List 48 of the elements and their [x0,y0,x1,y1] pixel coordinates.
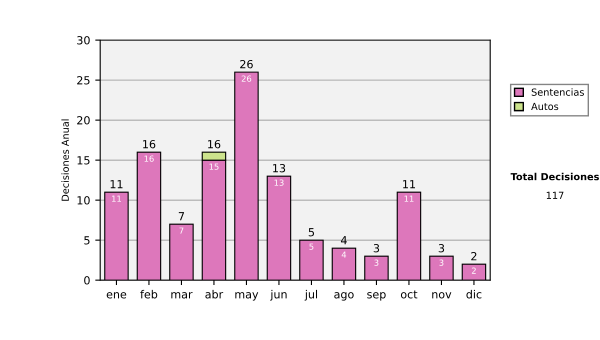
total-label: 5 [308,228,314,236]
x-tick-label: abr [205,290,224,298]
data-label: 11 [404,196,414,202]
total-label: 2 [471,252,476,260]
total-label: 4 [340,236,347,244]
y-tick-label: 5 [84,236,90,245]
total-label: 26 [240,60,253,68]
y-tick-label: 15 [78,156,90,165]
x-tick-label: sep [367,292,386,301]
data-label: 16 [144,155,154,162]
x-tick-label: may [235,292,258,301]
x-tick-label: dic [466,290,482,298]
data-label: 7 [179,228,184,234]
y-tick-label: 20 [77,116,90,125]
y-tick-label: 0 [84,276,90,285]
y-tick-label: 25 [77,76,90,85]
data-label: 15 [210,164,219,170]
legend-label: Autos [531,102,558,110]
x-tick-label: jul [304,290,318,301]
total-label: 16 [143,140,156,148]
data-label: 11 [112,196,121,202]
data-label: 26 [242,75,252,82]
x-tick-label: jun [270,290,287,301]
data-label: 2 [472,268,476,274]
y-axis-title: Decisiones Anual [61,119,69,201]
total-label: 11 [403,180,415,188]
data-label: 4 [342,252,346,258]
data-label: 3 [374,260,378,266]
total-label: 7 [178,212,184,220]
total-label: 3 [374,244,380,252]
total-label: 11 [110,180,122,188]
x-tick-label: feb [140,290,158,298]
data-label: 5 [309,244,314,250]
total-label: 3 [438,244,444,252]
text: Total Decisiones [510,172,599,180]
x-tick-label: oct [400,290,418,298]
data-label: 3 [439,260,444,266]
legend-label: Sentencias [532,88,584,96]
total-label: 16 [208,140,220,148]
y-tick-label: 30 [77,36,90,44]
x-tick-label: ene [106,292,126,298]
total-label: 13 [273,164,286,172]
data-label: 13 [274,179,284,186]
x-tick-label: nov [432,292,452,298]
x-tick-label: mar [171,292,193,298]
y-tick-label: 10 [78,196,90,205]
x-tick-label: ago [334,292,354,301]
text: 117 [546,192,564,199]
